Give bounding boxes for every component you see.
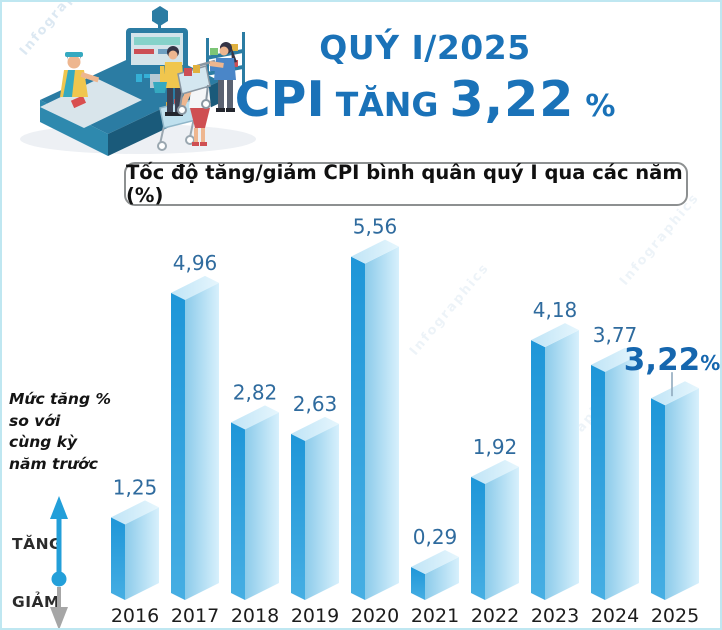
cpi-unit: % [585,89,616,124]
bar-value-label: 2,82 [233,380,278,404]
bar-2024: 3,77 2024 [591,323,639,627]
bar-2021: 0,29 2021 [411,525,459,627]
up-down-arrow-icon [50,496,68,628]
bar-value-label: 3,77 [593,323,638,347]
trolley-cart [177,59,216,115]
bar-2017: 4,96 2017 [171,251,219,627]
x-axis-label: 2016 [111,605,159,627]
bar-value-label: 2,63 [293,392,338,416]
cpi-label: CPI [234,71,325,128]
decrease-label: GIẢM [12,593,60,611]
chart-title: Tốc độ tăng/giảm CPI bình quân quý I qua… [126,161,683,207]
x-axis-label: 2024 [591,605,639,627]
bar-value-label: 1,92 [473,435,518,459]
bar-2023: 4,18 2023 [531,298,579,627]
bar-value-label: 0,29 [413,525,458,549]
x-axis-label: 2019 [291,605,339,627]
customer-trolley-woman-figure [209,42,237,112]
y-axis-note-line: năm trước [9,455,98,474]
x-axis-label: 2022 [471,605,519,627]
bar-value-label: 4,96 [173,251,218,275]
bar-2025: 3,22% 2025 [624,342,721,627]
x-axis-label: 2021 [411,605,459,627]
y-axis-note: Mức tăng % so với cùng kỳ năm trước [9,389,113,476]
increase-label: TĂNG [12,535,63,553]
cashier-figure [60,52,100,97]
cpi-verb: TĂNG [335,85,439,124]
x-axis-label: 2023 [531,605,579,627]
checkout-illustration [20,6,256,156]
bar-value-label: 1,25 [113,475,158,499]
bar-2019: 2,63 2019 [291,392,339,627]
bar-2018: 2,82 2018 [231,380,279,627]
y-axis-note-line: cùng kỳ [9,433,78,452]
x-axis-label: 2020 [351,605,399,627]
bar-2020: 5,56 2020 [351,215,399,627]
header: QUÝ I/2025 CPI TĂNG 3,22 % [142,28,708,128]
y-axis-note-line: Mức tăng % [9,390,111,408]
cpi-value: 3,22 [449,71,575,128]
bar-2016: 1,25 2016 [111,475,159,627]
bar-value-label: 4,18 [533,298,578,322]
bar-2022: 1,92 2022 [471,435,519,627]
chart-title-box: Tốc độ tăng/giảm CPI bình quân quý I qua… [124,161,688,207]
bar-value-label-highlight: 3,22% [624,342,721,378]
bar-value-label: 5,56 [353,215,398,239]
x-axis-label: 2018 [231,605,279,627]
cpi-headline: CPI TĂNG 3,22 % [142,71,708,128]
quarter-title: QUÝ I/2025 [319,28,531,67]
x-axis-label: 2017 [171,605,219,627]
x-axis-label: 2025 [651,605,699,627]
y-axis-note-line: so với [9,411,61,430]
